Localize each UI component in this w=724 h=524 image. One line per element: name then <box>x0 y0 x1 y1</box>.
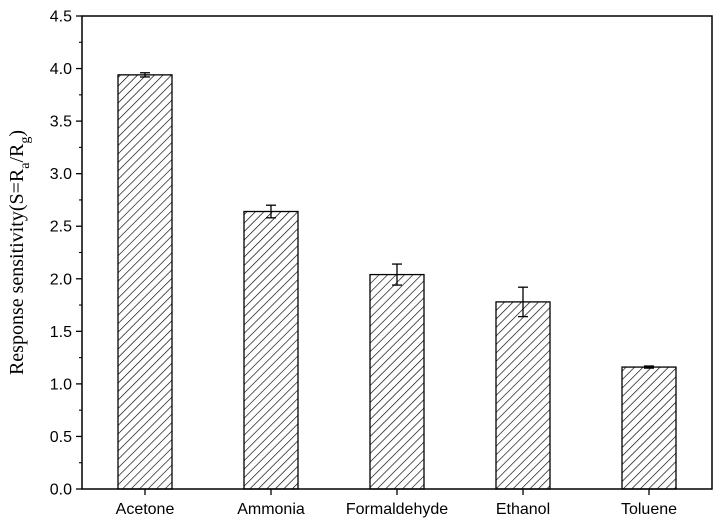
bar-ammonia <box>243 210 299 490</box>
y-tick-label: 4.5 <box>50 9 72 26</box>
y-tick-label: 0.5 <box>50 429 72 446</box>
y-tick-label: 3.5 <box>50 114 72 131</box>
bar-formaldehyde <box>369 273 425 490</box>
x-tick-label-toluene: Toluene <box>621 501 677 518</box>
y-axis-title: Response sensitivity(S=Ra/Rg) <box>6 130 33 375</box>
error-bar-toluene <box>644 365 654 369</box>
x-tick-label-ammonia: Ammonia <box>237 501 305 518</box>
y-tick-label: 1.5 <box>50 324 72 341</box>
y-tick-label: 0.0 <box>50 482 72 499</box>
error-bars-group <box>140 72 654 369</box>
error-bar-ammonia <box>266 204 276 219</box>
error-bar-acetone <box>140 72 150 78</box>
y-axis-title-sub-a: a <box>18 162 33 169</box>
y-axis-title-main: Response sensitivity(S=R <box>6 168 28 375</box>
y-axis-title-sub-g: g <box>18 137 33 144</box>
x-axis-ticks: Acetone Ammonia Formaldehyde Ethanol Toluene <box>116 489 677 518</box>
x-tick-label-acetone: Acetone <box>116 501 175 518</box>
bar-toluene <box>621 366 677 490</box>
y-tick-label: 1.0 <box>50 376 72 393</box>
error-bar-ethanol <box>518 286 528 318</box>
y-tick-label: 4.0 <box>50 61 72 78</box>
x-tick-label-ethanol: Ethanol <box>496 501 550 518</box>
y-axis-ticks: 0.0 0.5 1.0 1.5 2.0 2.5 3.0 3.5 4.0 4.5 <box>50 9 82 499</box>
x-tick-label-formaldehyde: Formaldehyde <box>346 501 448 518</box>
bar-ethanol <box>495 301 551 490</box>
y-tick-label: 2.5 <box>50 219 72 236</box>
y-tick-label: 2.0 <box>50 271 72 288</box>
y-tick-label: 3.0 <box>50 166 72 183</box>
error-bar-formaldehyde <box>392 263 402 286</box>
bar-acetone <box>117 74 173 490</box>
y-axis-title-end: ) <box>6 130 28 137</box>
y-axis-title-mid: /R <box>6 143 28 163</box>
